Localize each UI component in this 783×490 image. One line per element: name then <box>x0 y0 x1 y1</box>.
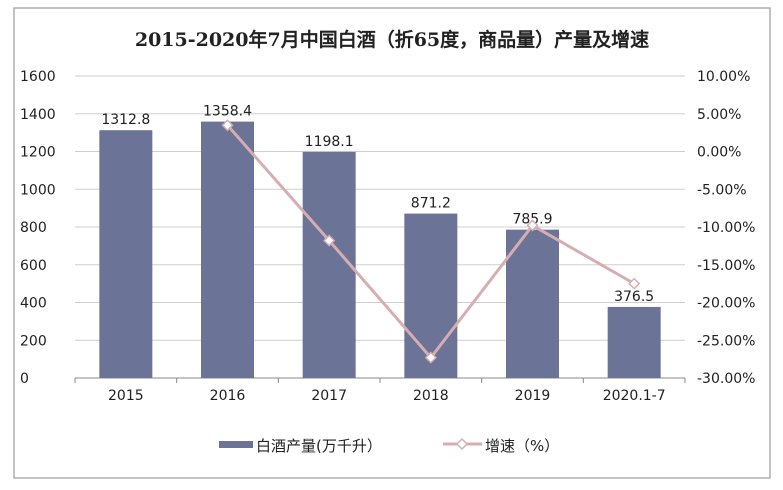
left-tick-label: 1400 <box>20 107 56 123</box>
growth-line <box>221 119 641 364</box>
legend-line-label: 增速（%） <box>485 437 559 455</box>
x-tick-label: 2020.1-7 <box>603 388 666 404</box>
x-tick-label: 2019 <box>515 388 551 404</box>
left-tick-label: 0 <box>20 371 29 387</box>
bar <box>404 213 458 378</box>
right-tick-label: -10.00% <box>697 220 755 236</box>
bar <box>607 306 661 378</box>
x-tick-label: 2015 <box>108 388 144 404</box>
right-tick-label: -30.00% <box>697 371 755 387</box>
right-tick-label: -25.00% <box>697 333 755 349</box>
bar-value-label: 1312.8 <box>101 112 150 128</box>
x-axis-ticks: 2015 2016 2017 2018 2019 2020.1-7 <box>74 378 686 404</box>
growth-point <box>628 277 641 290</box>
bar <box>99 130 153 378</box>
left-tick-label: 1600 <box>20 69 56 85</box>
x-tick-label: 2018 <box>413 388 449 404</box>
left-axis-ticks: 0 200 400 600 800 1000 1200 1400 1600 <box>20 69 56 387</box>
bar-value-label: 376.5 <box>614 289 654 305</box>
left-tick-label: 200 <box>20 333 47 349</box>
right-tick-label: 0.00% <box>697 145 741 161</box>
bar <box>302 151 356 378</box>
right-tick-label: -20.00% <box>697 296 755 312</box>
growth-point <box>221 119 234 132</box>
left-tick-label: 600 <box>20 258 47 274</box>
bar-value-label: 1198.1 <box>305 134 354 150</box>
right-tick-label: -15.00% <box>697 258 755 274</box>
x-tick-label: 2017 <box>311 388 347 404</box>
chart-title: 2015-2020年7月中国白酒（折65度，商品量）产量及增速 <box>135 28 649 51</box>
bar <box>201 121 254 379</box>
growth-point <box>424 351 437 364</box>
bars <box>99 121 661 379</box>
bar <box>506 229 559 378</box>
legend-bar-swatch <box>219 441 253 448</box>
growth-point <box>526 219 539 232</box>
right-tick-label: 5.00% <box>697 107 741 123</box>
legend-diamond-marker <box>455 437 469 451</box>
x-tick-label: 2016 <box>210 388 246 404</box>
right-axis-ticks: -30.00% -25.00% -20.00% -15.00% -10.00% -5.00… <box>697 69 755 387</box>
legend: 白酒产量(万千升） 增速（%） <box>219 437 559 455</box>
bar-value-label: 1358.4 <box>203 104 252 120</box>
bar-value-label: 871.2 <box>411 196 451 212</box>
growth-point <box>323 234 336 247</box>
right-tick-label: -5.00% <box>697 182 747 198</box>
left-tick-label: 1000 <box>20 182 56 198</box>
left-tick-label: 400 <box>20 296 47 312</box>
left-tick-label: 800 <box>20 220 47 236</box>
left-tick-label: 1200 <box>20 145 56 161</box>
right-tick-label: 10.00% <box>697 69 750 85</box>
legend-bar-label: 白酒产量(万千升） <box>256 437 382 455</box>
